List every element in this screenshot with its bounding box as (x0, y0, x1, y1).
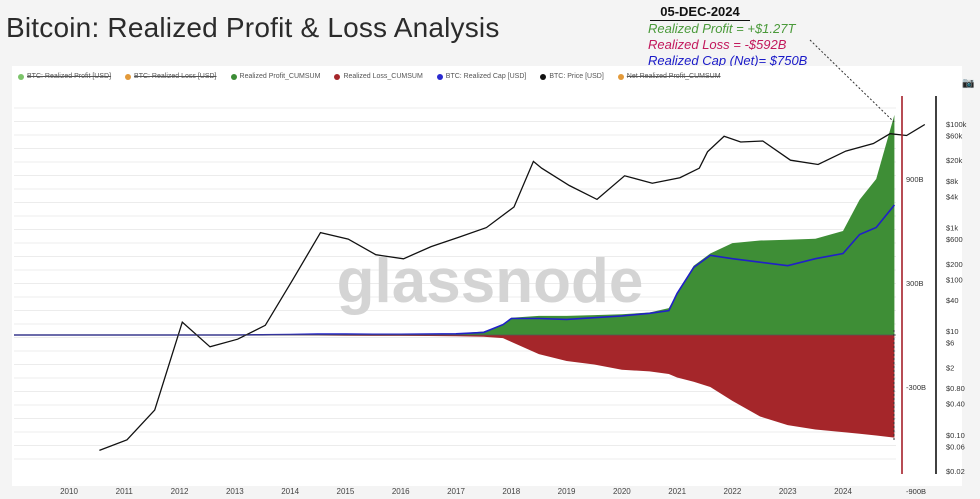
chart-legend: BTC: Realized Profit [USD] BTC: Realized… (18, 73, 721, 80)
right-axis-tick-label: $8k (946, 177, 958, 186)
legend-item-price[interactable]: BTC: Price [USD] (540, 73, 604, 80)
legend-item-realized-loss-cumsum[interactable]: Realized Loss_CUMSUM (334, 73, 423, 80)
annotation-leader (809, 39, 895, 123)
camera-icon[interactable]: 📷 (962, 78, 975, 89)
legend-label: BTC: Realized Loss [USD] (134, 73, 217, 80)
legend-dot (436, 73, 443, 80)
legend-label: BTC: Price [USD] (549, 73, 604, 80)
legend-dot (334, 73, 341, 80)
x-axis-tick-label: 2023 (779, 487, 797, 496)
legend-item-realized-cap[interactable]: BTC: Realized Cap [USD] (436, 73, 527, 80)
x-axis-tick-label: 2018 (502, 487, 520, 496)
right-axis-tick-label: $0.10 (946, 431, 965, 440)
legend-item-net-realized-profit[interactable]: Net Realized Profit_CUMSUM (617, 73, 721, 80)
annotation-realized-cap: Realized Cap (Net)= $750B (648, 53, 808, 68)
right-axis-tick-label: $200 (946, 260, 963, 269)
right-axis-tick-label: $0.02 (946, 467, 965, 476)
right-axis-tick-label: $20k (946, 156, 963, 165)
legend-label: BTC: Realized Profit [USD] (27, 73, 112, 80)
right-axis-tick-label: $0.80 (946, 384, 965, 393)
right-axis-tick-label: $0.06 (946, 442, 965, 451)
legend-item-realized-profit-cumsum[interactable]: Realized Profit_CUMSUM (230, 73, 321, 80)
x-axis-tick-label: 2013 (226, 487, 244, 496)
realized-loss-cumsum-area (69, 335, 895, 438)
x-axis-tick-label: 2011 (116, 487, 134, 496)
legend-label: Realized Profit_CUMSUM (239, 73, 321, 80)
legend-label: Net Realized Profit_CUMSUM (626, 73, 721, 80)
right-axis-tick-label: $10 (946, 327, 959, 336)
x-axis-tick-label: 2012 (171, 487, 189, 496)
x-axis-tick-label: 2020 (613, 487, 631, 496)
legend-dot (540, 73, 547, 80)
legend-label: BTC: Realized Cap [USD] (445, 73, 527, 80)
right-axis-tick-label: $40 (946, 296, 959, 305)
left-axis-tick-label: -900B (906, 487, 926, 496)
axes-layer: 900B 300B -300B -900B $100k $60k $20k $8k $4k $1k… (60, 96, 967, 496)
annotation-realized-profit: Realized Profit = +$1.27T (648, 21, 796, 36)
x-axis-tick-label: 2010 (60, 487, 78, 496)
x-axis-tick-label: 2019 (558, 487, 576, 496)
annotation-box: 05-DEC-2024 Realized Profit = +$1.27T Re… (648, 4, 818, 69)
right-axis-tick-label: $2 (946, 363, 954, 372)
annotation-realized-loss: Realized Loss = -$592B (648, 37, 787, 52)
line-layer (14, 39, 926, 452)
right-axis-tick-label: $0.40 (946, 400, 965, 409)
right-axis-tick-label: $60k (946, 131, 963, 140)
left-axis-tick-label: 900B (906, 175, 924, 184)
right-axis-tick-label: $4k (946, 192, 958, 201)
realized-profit-cumsum-area (69, 114, 895, 336)
legend-item-realized-profit[interactable]: BTC: Realized Profit [USD] (18, 73, 111, 80)
legend-item-realized-loss[interactable]: BTC: Realized Loss [USD] (125, 73, 217, 80)
x-axis-tick-label: 2022 (724, 487, 742, 496)
legend-dot (125, 73, 132, 80)
x-axis-tick-label: 2014 (281, 487, 299, 496)
legend-dot (230, 73, 237, 80)
area-layer (69, 114, 895, 438)
legend-dot (617, 73, 624, 80)
price-line (99, 123, 926, 452)
right-axis-tick-label: $600 (946, 235, 963, 244)
x-axis-tick-label: 2017 (447, 487, 465, 496)
x-axis-tick-label: 2021 (668, 487, 686, 496)
right-axis-tick-label: $1k (946, 224, 958, 233)
legend-dot (18, 73, 24, 80)
legend-label: Realized Loss_CUMSUM (343, 73, 423, 80)
right-axis-tick-label: $100k (946, 120, 967, 129)
x-axis-tick-label: 2024 (834, 487, 852, 496)
x-axis-tick-label: 2015 (337, 487, 355, 496)
x-axis-tick-label: 2016 (392, 487, 410, 496)
watermark: glassnode (337, 247, 644, 316)
right-axis-tick-label: $6 (946, 339, 954, 348)
left-axis-tick-label: 300B (906, 279, 924, 288)
annotation-date: 05-DEC-2024 (650, 4, 750, 21)
right-axis-tick-label: $100 (946, 275, 963, 284)
left-axis-tick-label: -300B (906, 383, 926, 392)
chart-title: Bitcoin: Realized Profit & Loss Analysis (6, 12, 500, 43)
